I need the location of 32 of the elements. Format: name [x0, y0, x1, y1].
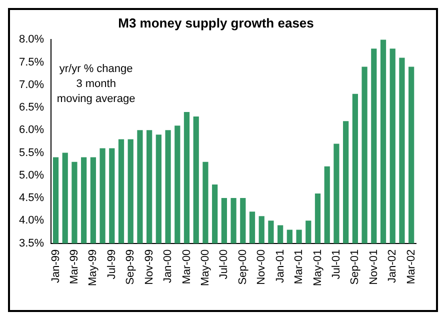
y-tick-label: 7.5% [18, 56, 44, 68]
x-tick-label: Jul-00 [218, 249, 230, 280]
x-tick-label: Sep-99 [124, 249, 137, 285]
x-tick-label: Sep-00 [236, 249, 249, 285]
y-tick-label: 4.5% [18, 192, 44, 204]
x-tick-label: Nov-99 [143, 249, 156, 285]
x-tick-label: Mar-02 [405, 249, 418, 284]
x-tick-label: Jan-00 [162, 249, 174, 283]
y-tick-label: 3.5% [18, 237, 44, 250]
x-tick-label: Mar-00 [180, 249, 193, 284]
annotation: yr/yr % change 3 month moving average [56, 63, 136, 106]
x-tick-label: May-00 [199, 249, 212, 286]
y-tick-label: 8.0% [18, 34, 44, 46]
x-tick-label: Sep-01 [349, 249, 362, 285]
x-tick-label: Jul-01 [330, 249, 342, 280]
x-tick-label: Jan-01 [274, 249, 286, 283]
x-tick-label: Jan-02 [386, 249, 399, 283]
y-tick-label: 7.0% [18, 78, 44, 91]
y-tick-label: 5.5% [18, 146, 44, 159]
chart-title: M3 money supply growth eases [118, 15, 314, 30]
x-tick-label: Mar-99 [68, 249, 80, 284]
x-tick-label: Jan-99 [50, 249, 62, 283]
x-tick-label: Nov-00 [256, 249, 268, 285]
y-tick-label: 5.0% [18, 169, 44, 182]
y-tick-label: 6.0% [18, 124, 44, 136]
x-tick-label: Nov-01 [368, 249, 380, 285]
x-tick-label: May-99 [87, 249, 100, 286]
x-tick-label: Jul-99 [106, 249, 118, 280]
x-tick-label: Mar-01 [293, 249, 306, 284]
y-tick-label: 6.5% [18, 102, 44, 114]
x-tick-label: May-01 [312, 249, 324, 286]
y-tick-label: 4.0% [18, 214, 44, 227]
